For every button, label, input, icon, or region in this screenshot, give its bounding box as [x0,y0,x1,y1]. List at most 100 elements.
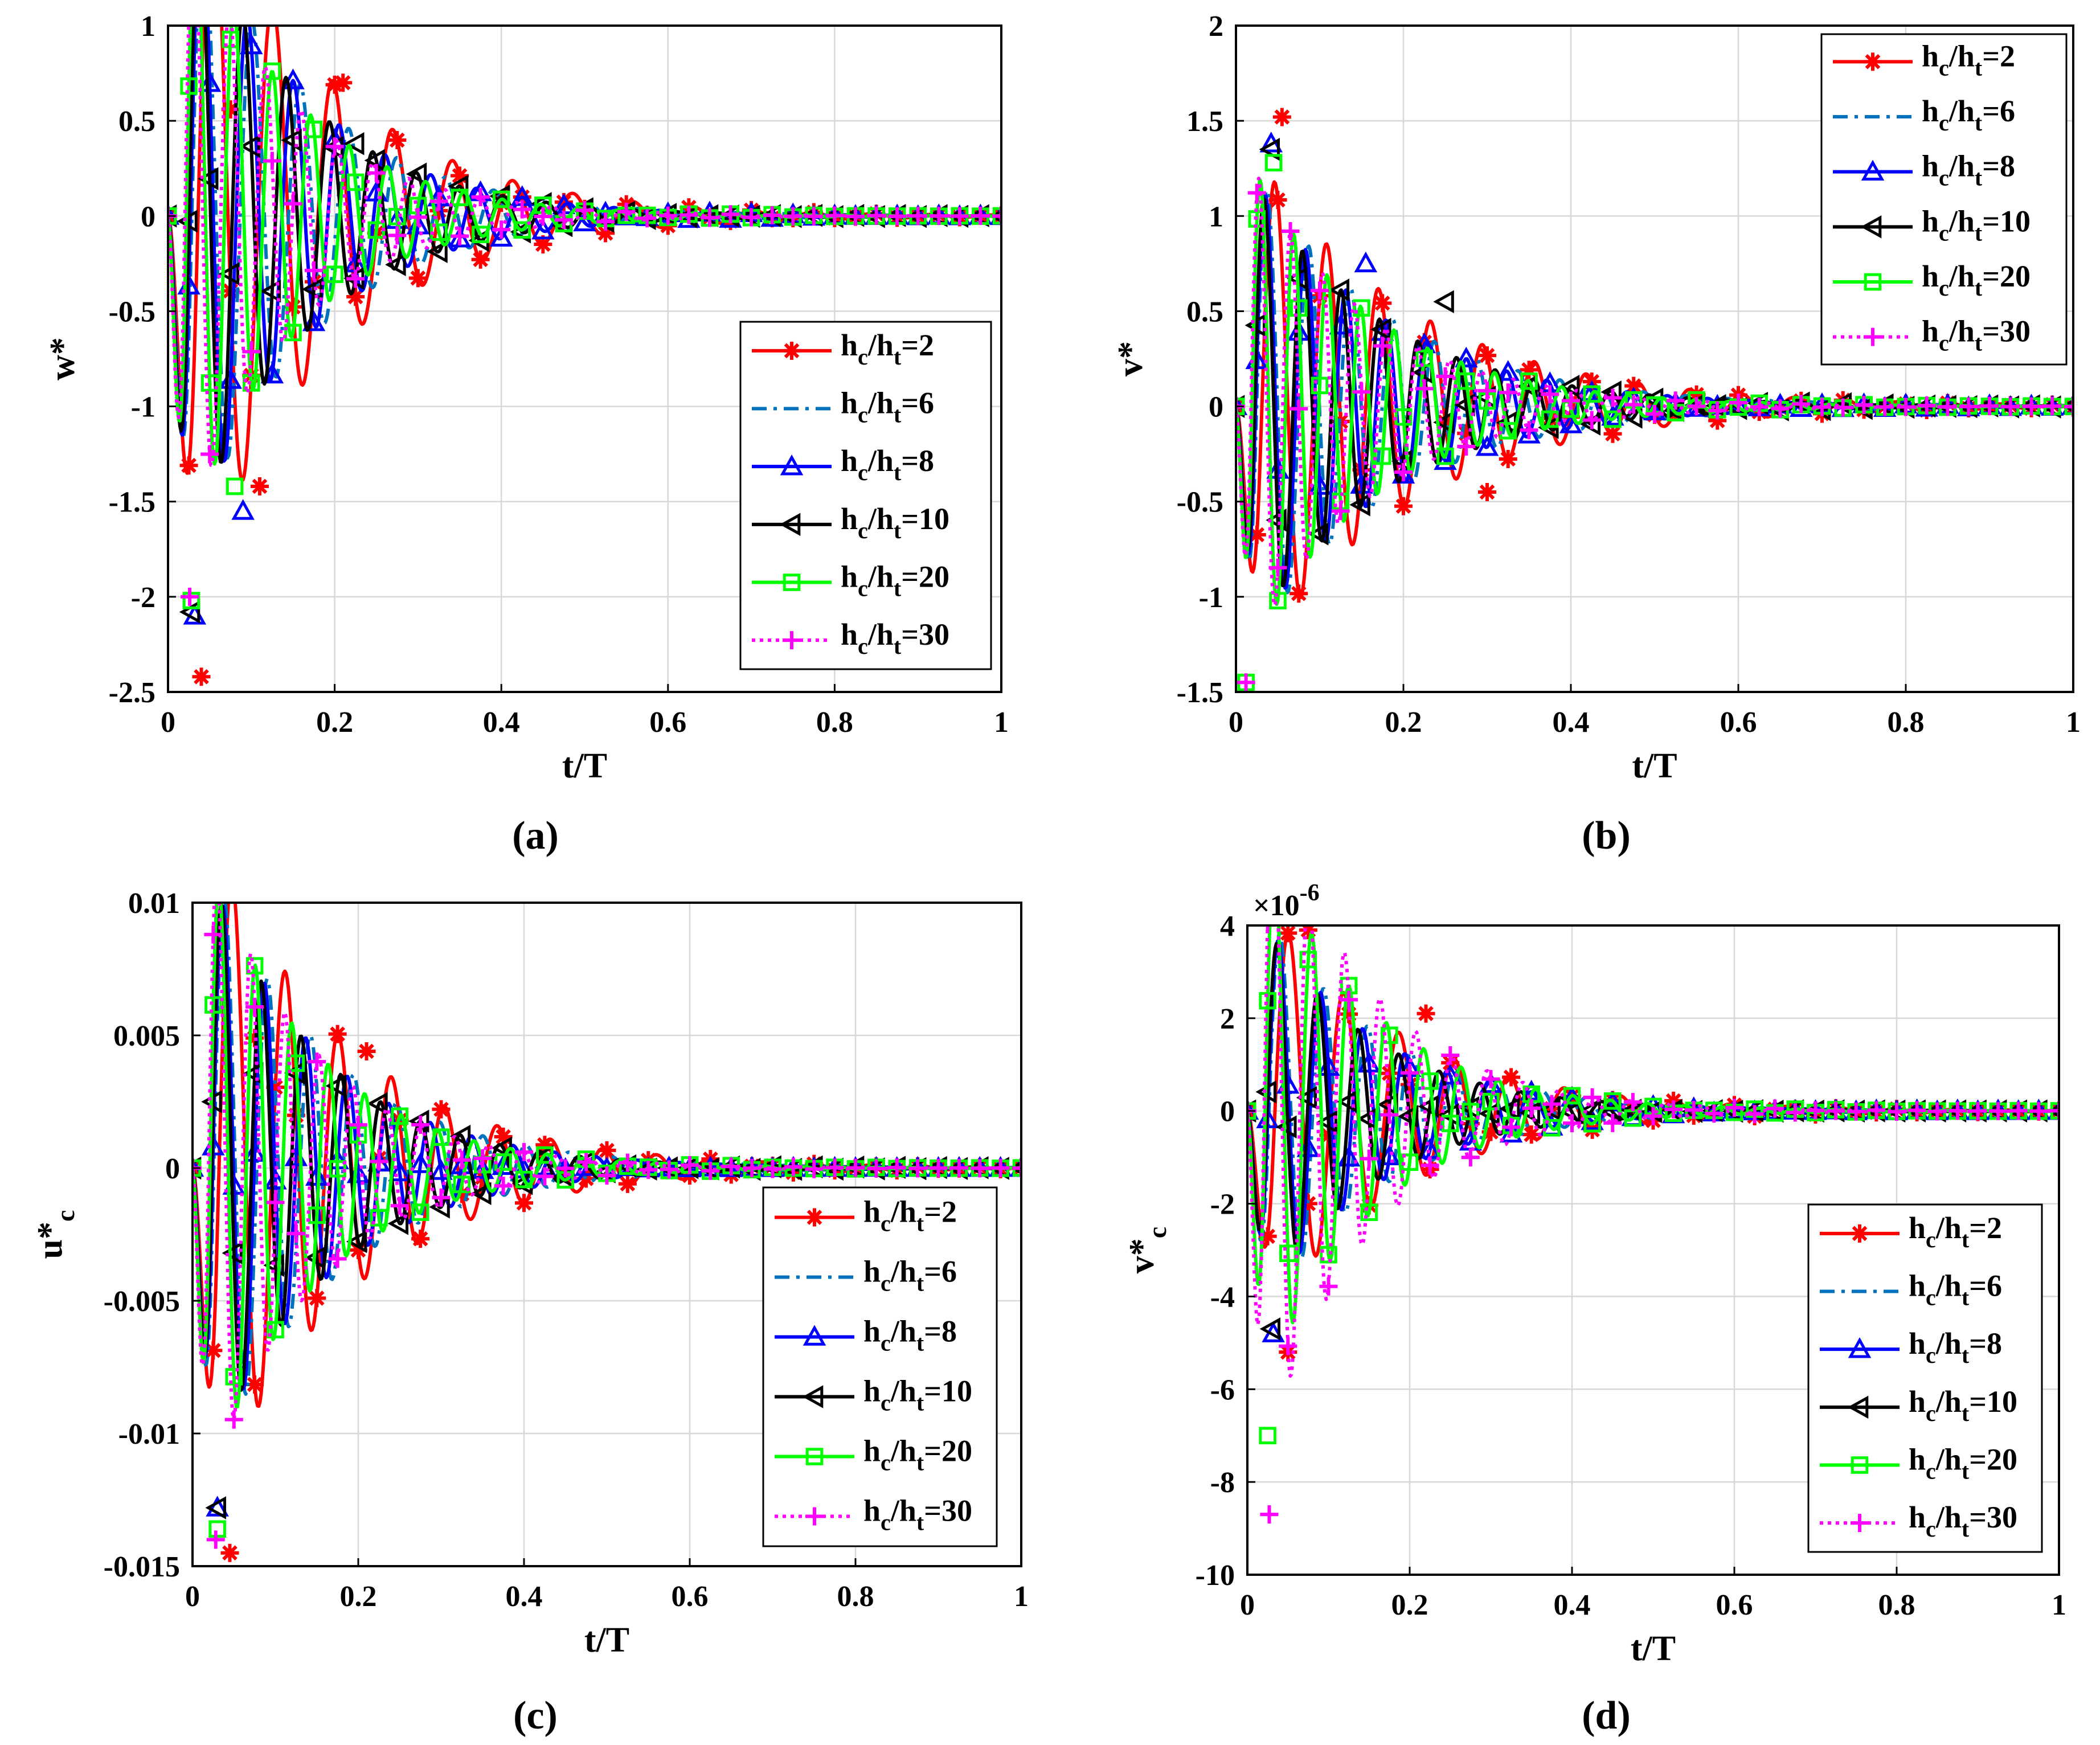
series-marker-hc_ht_10 [198,167,219,191]
series-group [1236,108,2073,692]
y-tick-label: 0 [141,200,155,233]
series-marker-hc_ht_20 [1415,349,1434,367]
series-marker-hc_ht_30 [1415,379,1434,398]
extremum-marker-hc_ht_2 [250,477,269,495]
series-marker-hc_ht_30 [743,1159,762,1178]
series-marker-hc_ht_30 [325,137,344,156]
series-marker-hc_ht_30 [1624,395,1643,414]
series-marker-hc_ht_30 [1959,397,1978,416]
series-marker-hc_ht_20 [1583,385,1601,403]
series-marker-hc_ht_30 [1461,1148,1480,1167]
series-marker-hc_ht_30 [286,1224,305,1243]
legend-marker-hc_ht_2 [783,341,801,360]
y-axis-label: v* [1111,341,1150,376]
legend-marker-hc_ht_10 [779,513,801,536]
y-tick-label: -0.5 [109,296,155,328]
series-marker-hc_ht_20 [1279,1244,1297,1263]
series-marker-hc_ht_10 [385,253,406,276]
series-marker-hc_ht_30 [534,207,552,226]
x-tick-label: 0.2 [316,706,353,739]
series-marker-hc_ht_30 [1290,399,1308,418]
series-marker-hc_ht_30 [284,194,302,213]
y-tick-label: 1 [141,10,155,43]
series-marker-hc_ht_30 [1847,1102,1865,1121]
extremum-marker-hc_ht_10 [205,1496,226,1519]
series-marker-hc_ht_30 [2043,397,2062,416]
series-marker-hc_ht_30 [1813,398,1831,416]
x-tick-label: 0.6 [672,1580,709,1613]
series-marker-hc_ht_30 [597,1166,616,1185]
series-marker-hc_ht_2 [325,75,344,94]
series-marker-hc_ht_30 [263,151,281,170]
series-marker-hc_ht_30 [1750,398,1769,416]
x-tick-label: 0.6 [1720,706,1757,739]
legend-label-hc_ht_30: hc/ht=30 [1922,314,2031,356]
series-marker-hc_ht_30 [908,207,927,226]
legend-label-hc_ht_2: hc/ht=2 [863,1195,957,1236]
series-marker-hc_ht_10 [281,128,302,152]
series-marker-hc_ht_10 [1296,1086,1317,1109]
series-marker-hc_ht_30 [1833,398,1852,417]
series-marker-hc_ht_30 [992,207,1001,226]
legend-label-hc_ht_30: hc/ht=30 [1909,1500,2017,1542]
series-marker-hc_ht_30 [1441,1046,1460,1065]
extremum-marker-hc_ht_20 [226,477,244,495]
series-marker-hc_ht_20 [370,1209,388,1227]
series-marker-hc_ht_2 [1687,385,1706,404]
series-marker-hc_ht_30 [1745,1105,1764,1124]
y-tick-label: -6 [1210,1374,1235,1406]
series-marker-hc_ht_10 [1418,1095,1439,1119]
series-marker-hc_ht_2 [1290,584,1308,603]
series-marker-hc_ht_30 [349,1116,367,1134]
series-marker-hc_ht_8 [1475,435,1499,456]
series-marker-hc_ht_20 [1353,299,1370,317]
x-tick-label: 0.8 [1888,706,1925,739]
series-marker-hc_ht_10 [470,1182,492,1206]
series-marker-hc_ht_2 [1520,361,1538,379]
series-marker-hc_ht_30 [1373,337,1392,355]
series-marker-hc_ht_30 [784,1157,803,1176]
series-marker-hc_ht_20 [329,1160,346,1178]
series-marker-hc_ht_10 [1397,1104,1419,1128]
series-marker-hc_ht_20 [200,374,219,392]
series-marker-hc_ht_2 [1373,294,1392,313]
series-marker-hc_ht_30 [618,1153,637,1172]
y-tick-label: 0 [165,1153,180,1185]
x-tick-label: 1 [994,706,1009,739]
legend-label-hc_ht_10: hc/ht=10 [841,502,949,543]
series-marker-hc_ht_30 [1583,1088,1602,1107]
series-marker-hc_ht_30 [1562,391,1580,410]
extremum-marker-hc_ht_8 [1354,251,1378,273]
series-marker-hc_ht_8 [1496,360,1520,381]
series-marker-hc_ht_30 [556,1159,575,1178]
series-marker-hc_ht_30 [825,1158,844,1177]
series-marker-hc_ht_30 [305,261,324,280]
series-marker-hc_ht_20 [267,1321,284,1339]
series-marker-hc_ht_20 [1482,1092,1500,1111]
x-tick-label: 0.2 [1385,706,1422,739]
legend-label-hc_ht_30: hc/ht=30 [863,1494,972,1535]
series-marker-hc_ht_30 [700,208,719,227]
extremum-marker-hc_ht_10 [1259,138,1280,161]
y-tick-label: -8 [1210,1467,1235,1499]
series-marker-hc_ht_2 [596,224,615,243]
y-tick-label: -1.5 [1177,677,1223,709]
series-marker-hc_ht_20 [1520,372,1538,390]
series-marker-hc_ht_30 [825,206,844,225]
series-marker-hc_ht_30 [1806,1101,1825,1120]
series-marker-hc_ht_30 [1499,383,1517,402]
series-marker-hc_ht_30 [370,1152,388,1171]
series-marker-hc_ht_30 [742,208,761,227]
series-marker-hc_ht_30 [1664,1100,1683,1119]
legend-label-hc_ht_2: hc/ht=2 [1922,39,2015,80]
y-tick-label: 0.5 [1186,296,1223,328]
series-marker-hc_ht_2 [432,1100,451,1119]
series-marker-hc_ht_2 [284,297,302,316]
chart-panel-b: 0 0.2 0.4 0.6 0.8 1 -1.5 -1 -0.5 0 0.5 1 1.5 2 t/T v* (b… [1111,10,2081,858]
series-marker-hc_ht_20 [451,189,469,206]
series-marker-hc_ht_10 [1349,493,1370,517]
series-marker-hc_ht_2 [349,1240,367,1259]
series-marker-hc_ht_2 [1522,1125,1541,1144]
series-marker-hc_ht_30 [722,1157,740,1176]
